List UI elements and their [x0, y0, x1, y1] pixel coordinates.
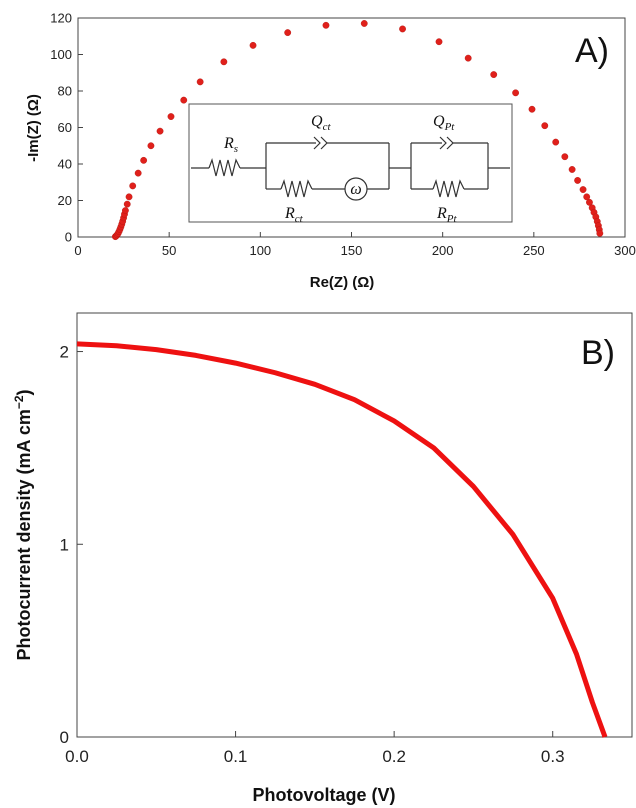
panel-a-data-point — [552, 138, 560, 146]
panel-b-y-tick-label: 2 — [60, 343, 69, 362]
cpe-qpt-symbol — [439, 136, 454, 150]
panel-a-data-points — [111, 20, 604, 241]
label-qct: Qct — [311, 113, 331, 133]
equivalent-circuit-inset: Rs Qct Rct ω QPt RPt — [188, 103, 513, 225]
panel-a-data-point — [220, 58, 228, 66]
panel-a-data-point — [490, 71, 498, 78]
label-qpt: QPt — [433, 113, 455, 133]
panel-b-x-tick-label: 0.1 — [224, 747, 248, 766]
panel-b-y-tick-label: 1 — [60, 535, 69, 554]
panel-a: 0 50 100 150 200 250 300 0 20 40 60 80 100 120 A) Re… — [25, 11, 636, 292]
panel-a-x-tick-label: 50 — [162, 243, 176, 258]
panel-b-x-ticks: 0.0 0.1 0.2 0.3 — [65, 731, 565, 766]
panel-a-data-point — [583, 193, 591, 201]
panel-a-y-tick-label: 20 — [58, 193, 72, 208]
label-rct: Rct — [284, 205, 304, 225]
panel-a-y-ticks: 0 20 40 60 80 100 120 — [50, 11, 83, 245]
panel-a-x-tick-label: 100 — [249, 243, 271, 258]
panel-a-data-point — [196, 78, 204, 86]
panel-a-data-point — [156, 127, 164, 135]
panel-a-data-point — [512, 89, 519, 97]
panel-a-x-tick-label: 200 — [432, 243, 454, 258]
panel-a-y-tick-label: 80 — [58, 84, 72, 99]
panel-a-data-point — [129, 182, 137, 190]
panel-a-data-point — [125, 193, 133, 201]
panel-b-x-axis-label: Photovoltage (V) — [253, 785, 396, 805]
panel-a-data-point — [464, 54, 472, 62]
panel-b-series-line — [76, 341, 608, 738]
panel-a-label: A) — [575, 32, 609, 70]
panel-b-plot-frame — [76, 312, 633, 738]
panel-a-x-tick-label: 150 — [341, 243, 363, 258]
label-rs: Rs — [223, 135, 238, 155]
panel-a-data-point — [167, 113, 175, 120]
resistor-rpt-symbol — [432, 178, 465, 198]
panel-a-data-point — [249, 41, 257, 49]
panel-a-x-tick-label: 0 — [74, 243, 81, 258]
resistor-rct-symbol — [280, 178, 313, 198]
label-omega: ω — [350, 181, 361, 198]
panel-a-data-point — [134, 169, 142, 177]
panel-a-data-point — [528, 105, 536, 113]
panel-b-y-tick-label: 0 — [60, 728, 69, 747]
panel-b-y-axis-label: Photocurrent density (mA cm−2) — [12, 389, 34, 660]
panel-a-data-point — [574, 177, 581, 184]
panel-a-data-point — [399, 25, 406, 33]
panel-a-data-point — [123, 200, 131, 208]
panel-a-y-tick-label: 40 — [58, 157, 72, 172]
panel-a-y-tick-label: 0 — [65, 230, 72, 245]
panel-b-x-tick-label: 0.3 — [541, 747, 565, 766]
panel-a-data-point — [322, 21, 330, 29]
panel-a-x-tick-label: 300 — [614, 243, 636, 258]
label-rpt: RPt — [436, 205, 458, 225]
panel-a-y-tick-label: 100 — [50, 47, 72, 62]
cpe-qct-symbol — [313, 136, 328, 150]
panel-b-x-tick-label: 0.2 — [382, 747, 406, 766]
panel-a-data-point — [561, 153, 569, 161]
panel-b-label: B) — [581, 334, 615, 372]
panel-a-data-point — [140, 156, 148, 164]
warburg-omega-symbol — [344, 177, 368, 201]
panel-a-data-point — [122, 207, 129, 214]
panel-a-x-axis-label: Re(Z) (Ω) — [310, 274, 375, 291]
panel-a-data-point — [147, 142, 155, 150]
panel-a-data-point — [284, 29, 292, 36]
panel-a-data-point — [586, 198, 593, 206]
panel-a-y-axis-label: -Im(Z) (Ω) — [25, 94, 42, 162]
panel-a-x-tick-label: 250 — [523, 243, 545, 258]
panel-a-y-tick-label: 60 — [58, 120, 72, 135]
circuit-inset-frame — [188, 103, 513, 223]
panel-b-y-ticks: 0 1 2 — [60, 343, 83, 747]
panel-b-x-tick-label: 0.0 — [65, 747, 89, 766]
panel-a-data-point — [180, 96, 188, 104]
panel-a-x-ticks: 0 50 100 150 200 250 300 — [74, 232, 636, 258]
panel-a-data-point — [435, 38, 443, 46]
resistor-rs-symbol — [208, 157, 241, 177]
panel-a-y-tick-label: 120 — [50, 11, 72, 26]
panel-a-data-point — [579, 186, 587, 193]
panel-a-data-point — [360, 20, 368, 27]
panel-a-data-point — [541, 122, 549, 130]
panel-a-data-point — [596, 229, 604, 237]
panel-a-data-point — [568, 166, 576, 173]
panel-b: 0.0 0.1 0.2 0.3 0 1 2 B) Photovoltage (V) Pho… — [12, 312, 633, 805]
